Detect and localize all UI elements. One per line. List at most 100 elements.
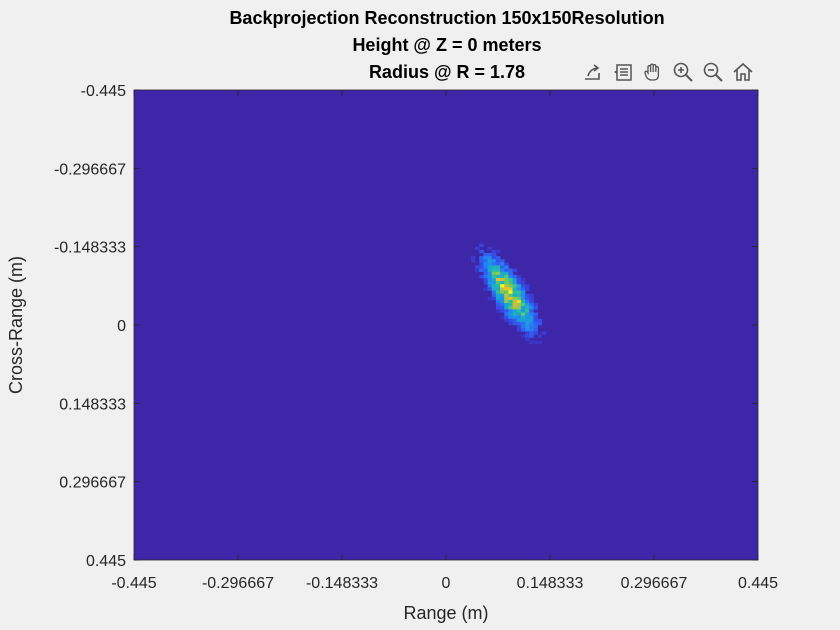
heatmap-cell: [508, 290, 513, 295]
datatips-icon[interactable]: [610, 59, 636, 85]
export-icon[interactable]: [580, 59, 606, 85]
heatmap-cell: [529, 306, 534, 310]
heatmap-cell: [529, 321, 534, 326]
heatmap-cell: [479, 268, 484, 273]
y-tick-label: 0.296667: [59, 475, 126, 492]
heatmap-cell: [504, 306, 509, 310]
heatmap-cell: [500, 290, 505, 295]
heatmap-cell: [495, 271, 501, 276]
heatmap-cell: [541, 331, 547, 335]
heatmap-cell: [491, 284, 497, 288]
heatmap-cell: [479, 259, 484, 263]
heatmap-cell: [525, 296, 530, 301]
heatmap-cell: [529, 296, 534, 301]
heatmap-cell: [516, 321, 522, 326]
heatmap-cell: [508, 281, 513, 285]
heatmap-cell: [529, 318, 534, 323]
heatmap-cell: [508, 318, 513, 323]
heatmap-cell: [516, 293, 522, 298]
heatmap-cell: [516, 274, 522, 279]
heatmap-cell: [487, 265, 493, 269]
heatmap-cell: [508, 293, 513, 298]
zoom-out-icon[interactable]: [700, 59, 726, 85]
heatmap-cell: [512, 315, 518, 320]
heatmap-cell: [520, 328, 526, 332]
heatmap-cell: [537, 318, 543, 323]
zoom-in-icon[interactable]: [670, 59, 696, 85]
y-tick-label: 0.148333: [59, 396, 126, 413]
heatmap-cell: [495, 287, 501, 291]
heatmap-cell: [479, 256, 484, 260]
x-tick-label: 0.148333: [517, 575, 584, 592]
heatmap-cell: [516, 325, 522, 329]
heatmap-cell: [525, 325, 530, 329]
y-tick-label: -0.296667: [54, 161, 126, 178]
heatmap-cell: [495, 303, 501, 307]
heatmap-cell: [504, 312, 509, 316]
home-icon[interactable]: [730, 59, 756, 85]
heatmap-cell: [487, 274, 493, 279]
heatmap-cell: [487, 246, 493, 251]
heatmap-cell: [516, 312, 522, 316]
heatmap-cell: [533, 306, 538, 310]
heatmap-cell: [508, 303, 513, 307]
heatmap-cell: [487, 256, 493, 260]
heatmap-cell: [508, 315, 513, 320]
heatmap-cell: [525, 328, 530, 332]
heatmap-cell: [483, 271, 488, 276]
heatmap-cell: [516, 303, 522, 307]
pan-icon[interactable]: [640, 59, 666, 85]
heatmap-cell: [495, 281, 501, 285]
heatmap-cell: [533, 325, 538, 329]
heatmap-cell: [520, 303, 526, 307]
heatmap-cell: [508, 306, 513, 310]
heatmap-cell: [495, 268, 501, 273]
heatmap-cell: [529, 334, 534, 338]
heatmap-cell: [495, 278, 501, 282]
heatmap-cell: [529, 303, 534, 307]
heatmap-cell: [529, 299, 534, 304]
heatmap-cell: [491, 262, 497, 266]
heatmap-cell: [479, 274, 484, 279]
x-tick-label: -0.445: [111, 575, 156, 592]
heatmap-cell: [487, 284, 493, 288]
heatmap-cell: [508, 287, 513, 291]
heatmap-cell: [533, 328, 538, 332]
heatmap-cell: [487, 278, 493, 282]
heatmap-cell: [525, 331, 530, 335]
heatmap-cell: [483, 252, 488, 257]
heatmap-cell: [479, 265, 484, 269]
heatmap-cell: [525, 321, 530, 326]
heatmap-cell: [470, 256, 476, 260]
heatmap-cell: [491, 252, 497, 257]
heatmap-cell: [529, 312, 534, 316]
heatmap-cell: [504, 274, 509, 279]
heatmap-cell: [520, 290, 526, 295]
heatmap-cell: [512, 290, 518, 295]
heatmap-cell: [495, 309, 501, 313]
heatmap-cell: [475, 268, 480, 273]
heatmap-cell: [479, 262, 484, 266]
heatmap-cell: [491, 271, 497, 276]
heatmap-cell: [533, 331, 538, 335]
heatmap-cell: [491, 281, 497, 285]
heatmap-cell: [504, 271, 509, 276]
heatmap-cell: [508, 296, 513, 301]
heatmap-cell: [525, 293, 530, 298]
heatmap-cell: [537, 321, 543, 326]
x-tick-label: -0.296667: [202, 575, 274, 592]
heatmap-cell: [525, 299, 530, 304]
heatmap-cell: [500, 268, 505, 273]
heatmap-cell: [512, 293, 518, 298]
chart-title-line-3: Radius @ R = 1.78: [368, 62, 526, 82]
heatmap-cell: [533, 321, 538, 326]
heatmap-cell: [483, 274, 488, 279]
heatmap-cell: [520, 334, 526, 338]
y-axis-label: Cross-Range (m): [6, 256, 26, 394]
chart-title-line-2: Height @ Z = 0 meters: [352, 35, 542, 55]
heatmap-cell: [529, 293, 534, 298]
heatmap-cell: [495, 259, 501, 263]
heatmap-cell: [500, 262, 505, 266]
